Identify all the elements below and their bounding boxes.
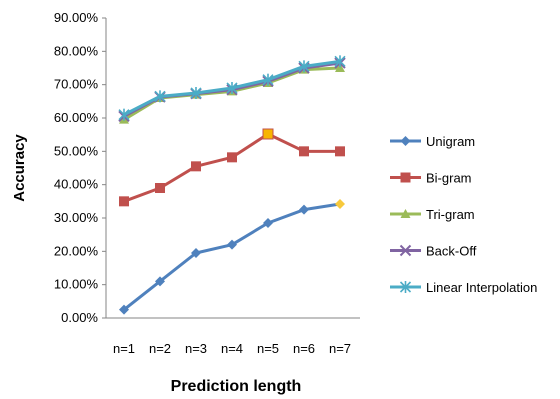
legend-marker [399, 281, 412, 293]
legend-item: Tri-gram [390, 207, 475, 222]
y-tick-label: 10.00% [54, 277, 99, 292]
axes [105, 18, 360, 319]
legend-marker [400, 136, 411, 146]
y-tick-label: 20.00% [54, 243, 99, 258]
data-point [227, 239, 237, 250]
y-tick-label: 80.00% [54, 43, 99, 58]
data-point [118, 108, 130, 121]
legend-label: Tri-gram [426, 207, 475, 222]
y-tick-label: 30.00% [54, 210, 99, 225]
data-point [190, 87, 202, 99]
legend-marker [400, 172, 411, 183]
data-point [263, 218, 273, 228]
series-linear-interpolation [118, 55, 346, 121]
x-tick-label: n=7 [329, 341, 351, 356]
data-point [155, 183, 165, 193]
x-tick-label: n=4 [221, 341, 243, 356]
legend-item: Back-Off [390, 244, 477, 259]
data-point [298, 60, 310, 73]
data-point [335, 146, 345, 157]
data-point [119, 304, 129, 315]
series-unigram [119, 199, 345, 315]
data-point [154, 90, 166, 103]
data-point [335, 199, 345, 209]
legend-item: Bi-gram [390, 171, 472, 186]
y-axis-label: Accuracy [11, 134, 28, 202]
data-point [119, 196, 129, 207]
legend-item: Unigram [390, 134, 475, 149]
x-tick-label: n=5 [257, 341, 279, 356]
data-point [227, 152, 237, 163]
x-axis-label: Prediction length [171, 378, 302, 395]
y-tick-label: 50.00% [54, 143, 99, 158]
series-group [118, 55, 346, 315]
y-tick-label: 60.00% [54, 110, 99, 125]
legend-label: Linear Interpolation [426, 280, 537, 295]
data-point [155, 276, 165, 287]
legend-label: Unigram [426, 134, 475, 149]
data-point [262, 128, 274, 140]
y-tick-labels: 0.00% 10.00% 20.00% 30.00% 40.00% 50.00% 60.00… [54, 10, 106, 325]
data-point [226, 82, 238, 94]
series-bi-gram [119, 128, 345, 207]
data-point [335, 63, 345, 72]
data-point [191, 248, 201, 258]
y-tick-label: 40.00% [54, 177, 99, 192]
series-line [123, 202, 341, 311]
data-point [191, 161, 201, 172]
legend-marker [399, 244, 412, 257]
x-tick-label: n=6 [293, 341, 315, 356]
x-tick-label: n=1 [113, 341, 135, 356]
data-point [299, 204, 309, 215]
data-point [334, 55, 346, 68]
legend: Unigram Bi-gram Tri-gram Back-Off Linear Int… [390, 134, 537, 295]
x-tick-labels: n=1 n=2 n=3 n=4 n=5 n=6 n=7 [113, 341, 351, 356]
data-point [299, 146, 309, 157]
data-point [262, 73, 274, 86]
y-tick-label: 0.00% [61, 310, 98, 325]
y-tick-label: 90.00% [54, 10, 99, 25]
legend-marker [400, 209, 411, 218]
legend-label: Back-Off [426, 244, 477, 259]
y-tick-label: 70.00% [54, 77, 99, 92]
x-tick-label: n=2 [149, 341, 171, 356]
legend-item: Linear Interpolation [390, 280, 537, 295]
legend-label: Bi-gram [426, 171, 472, 186]
x-tick-label: n=3 [185, 341, 207, 356]
